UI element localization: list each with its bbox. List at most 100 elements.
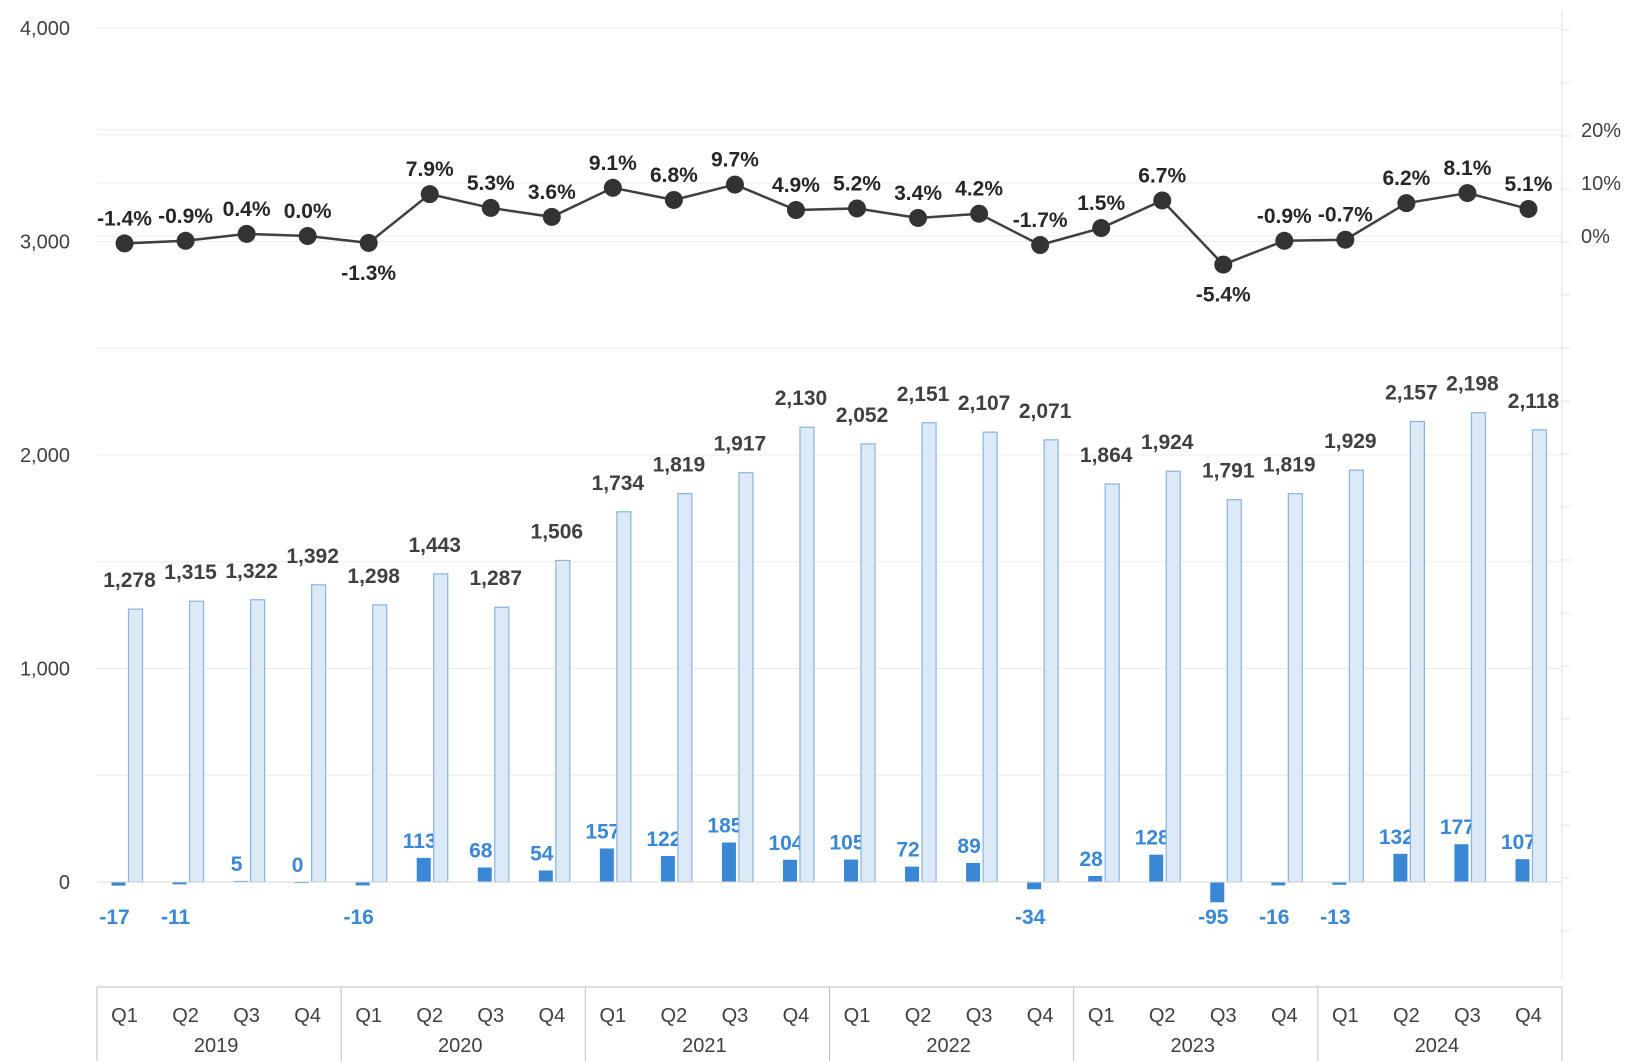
year-label: 2021: [682, 1035, 727, 1057]
growth-data-label: 3.4%: [894, 182, 942, 205]
right-axis-tick-label: 10%: [1581, 173, 1621, 195]
year-label: 2023: [1171, 1035, 1216, 1057]
change-data-label: 113: [403, 830, 437, 853]
change-bar: [966, 862, 981, 882]
x-tick-label: Q2: [1149, 1005, 1176, 1027]
change-bar: [416, 857, 431, 882]
x-tick-label: Q1: [600, 1005, 627, 1027]
x-tick-label: Q1: [1332, 1005, 1359, 1027]
change-bar: [233, 880, 248, 882]
change-data-label: 28: [1080, 848, 1104, 871]
growth-data-label: 9.1%: [589, 152, 637, 175]
growth-data-label: -0.9%: [158, 205, 213, 228]
x-tick-label: Q4: [1515, 1005, 1542, 1027]
left-axis-tick-label: 3,000: [20, 232, 70, 254]
change-bar: [782, 859, 797, 882]
year-label: 2024: [1415, 1035, 1460, 1057]
total-bar: [799, 426, 815, 883]
growth-data-label: 6.8%: [650, 164, 698, 187]
growth-data-label: 5.3%: [467, 172, 515, 195]
growth-data-label: 5.2%: [833, 172, 881, 195]
change-data-label: 54: [530, 842, 554, 865]
total-data-label: 1,315: [164, 561, 217, 584]
change-bar: [1027, 882, 1042, 890]
x-tick-label: Q3: [477, 1005, 504, 1027]
growth-point: [1458, 184, 1477, 203]
change-bar: [1393, 853, 1408, 882]
total-bar: [1226, 499, 1242, 883]
growth-point: [848, 199, 867, 218]
change-data-label: 5: [231, 853, 243, 876]
growth-data-label: 0.4%: [223, 198, 271, 221]
total-bar: [372, 604, 388, 883]
change-bar: [599, 848, 614, 882]
total-data-label: 1,924: [1141, 431, 1194, 454]
x-tick-label: Q3: [966, 1005, 993, 1027]
change-data-label: -13: [1320, 906, 1350, 929]
change-bar: [477, 867, 492, 882]
growth-data-label: -5.4%: [1196, 284, 1251, 307]
total-bar: [860, 443, 876, 883]
x-tick-label: Q4: [1271, 1005, 1298, 1027]
year-label: 2022: [926, 1035, 971, 1057]
growth-point: [664, 190, 683, 209]
change-data-label: -17: [99, 906, 129, 929]
growth-point: [603, 178, 622, 197]
total-bar: [677, 493, 693, 883]
growth-data-label: -0.7%: [1318, 204, 1373, 227]
change-bar: [355, 882, 370, 886]
total-data-label: 1,819: [1263, 454, 1316, 477]
growth-point: [359, 233, 378, 252]
growth-data-label: 9.7%: [711, 149, 759, 172]
right-axis-tick-label: 20%: [1581, 120, 1621, 142]
total-bar: [1470, 412, 1487, 883]
left-axis-tick-label: 0: [59, 872, 70, 894]
change-data-label: 107: [1501, 831, 1536, 854]
change-data-label: 105: [829, 832, 864, 855]
change-data-label: -11: [161, 906, 191, 929]
total-data-label: 2,052: [836, 404, 889, 427]
x-tick-label: Q4: [294, 1005, 321, 1027]
growth-data-label: 6.7%: [1138, 164, 1186, 187]
x-tick-label: Q2: [1393, 1005, 1420, 1027]
left-axis-tick-label: 2,000: [20, 445, 70, 467]
total-data-label: 2,107: [958, 392, 1011, 415]
total-bar: [1348, 469, 1364, 883]
x-tick-label: Q1: [1088, 1005, 1115, 1027]
left-axis-tick-label: 1,000: [20, 659, 70, 681]
change-data-label: 185: [707, 815, 742, 838]
total-data-label: 1,929: [1324, 430, 1377, 453]
growth-point: [1275, 231, 1294, 250]
growth-point: [909, 208, 928, 227]
growth-line: [124, 183, 1529, 267]
total-bar: [1165, 470, 1181, 883]
change-data-label: 72: [896, 839, 919, 862]
x-tick-label: Q2: [905, 1005, 932, 1027]
growth-data-label: 3.6%: [528, 181, 576, 204]
total-data-label: 1,392: [286, 545, 339, 568]
x-tick-label: Q4: [538, 1005, 565, 1027]
total-bar: [127, 608, 144, 883]
growth-point: [1519, 199, 1538, 218]
total-data-label: 2,151: [897, 383, 950, 406]
growth-data-label: 0.0%: [284, 200, 332, 223]
total-data-label: 2,157: [1385, 381, 1438, 404]
change-bar: [538, 870, 553, 882]
total-bar: [1043, 439, 1059, 883]
change-bar: [844, 859, 859, 882]
left-axis-tick-label: 4,000: [20, 18, 70, 40]
change-data-label: 132: [1379, 826, 1414, 849]
total-data-label: 1,734: [592, 472, 645, 495]
x-tick-label: Q3: [233, 1005, 260, 1027]
total-bar: [982, 431, 998, 883]
change-data-label: 89: [957, 835, 980, 858]
total-bar: [1287, 493, 1303, 883]
growth-data-label: 6.2%: [1382, 167, 1430, 190]
total-data-label: 2,198: [1446, 373, 1499, 396]
growth-data-label: -0.9%: [1257, 205, 1312, 228]
right-axis-tick-label: 0%: [1581, 226, 1610, 248]
total-data-label: 1,819: [653, 454, 706, 477]
growth-point: [420, 185, 439, 204]
total-data-label: 1,287: [469, 567, 522, 590]
